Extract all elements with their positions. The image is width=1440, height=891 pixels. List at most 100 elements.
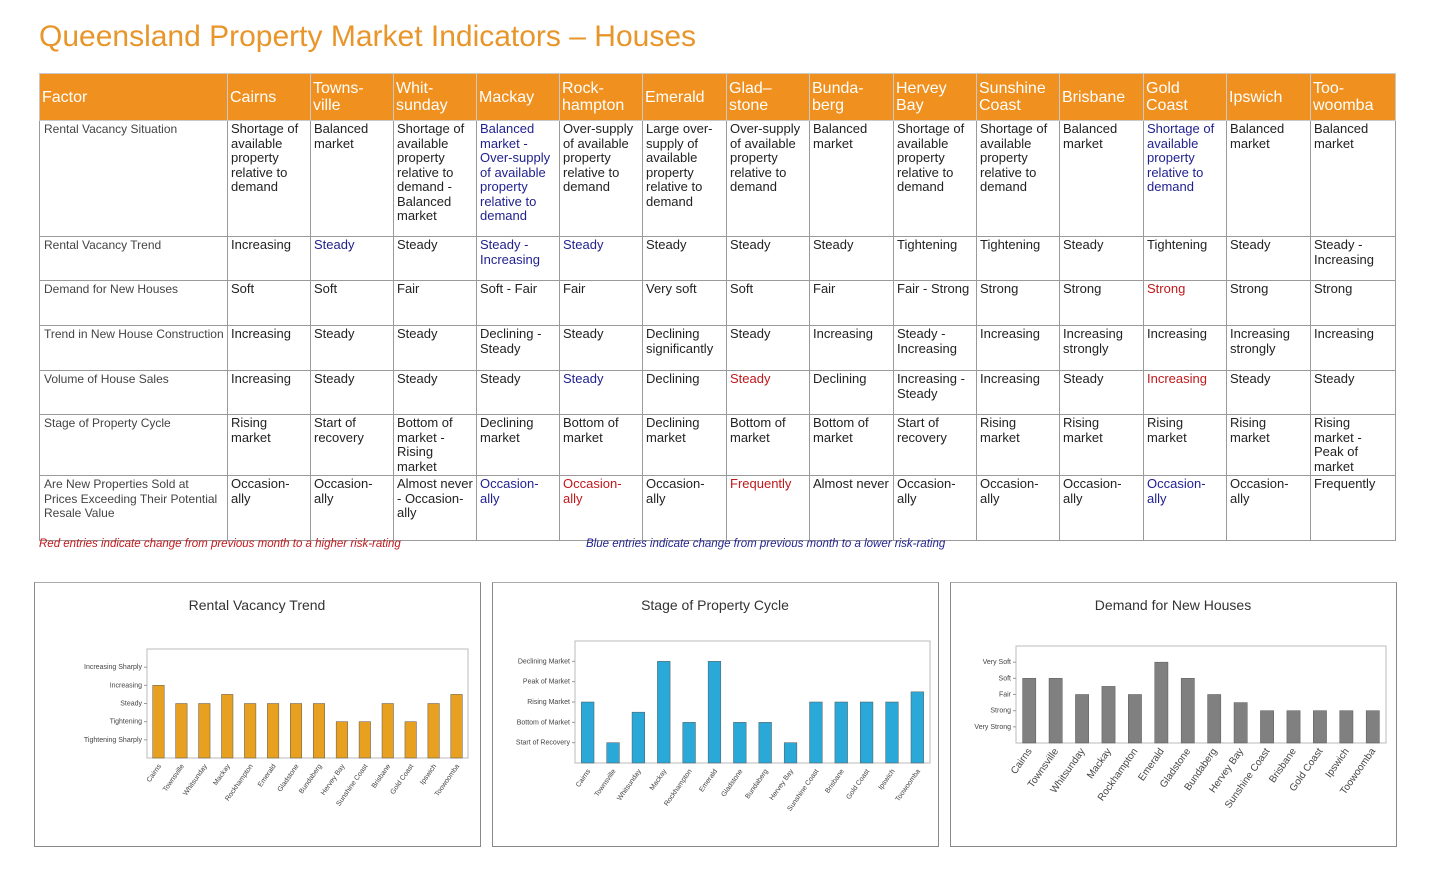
table-row: Demand for New Houses Soft Soft Fair Soft - … — [39, 280, 1396, 326]
y-tick-label: Fair — [999, 692, 1012, 699]
bar — [707, 661, 722, 764]
table-cell: Increasing — [976, 370, 1060, 415]
table-cell: Occasion-ally — [1059, 475, 1144, 541]
bar — [758, 722, 772, 764]
column-header: Sunshine Coast — [976, 73, 1060, 121]
table-cell: Fair — [809, 280, 894, 326]
bar — [1286, 710, 1301, 744]
table-cell: Large over-supply of available property … — [642, 120, 727, 237]
x-tick-label: Toowoomba — [895, 768, 922, 803]
column-header: Too-woomba — [1310, 73, 1396, 121]
y-tick-label: Very Soft — [983, 659, 1011, 666]
table-cell: Declining significantly — [642, 325, 727, 371]
x-tick-label: Ipswich — [419, 763, 438, 786]
chart-panel: Stage of Property Cycle Start of Recovery… — [492, 582, 939, 847]
x-tick-label: Townsville — [594, 768, 618, 798]
x-tick-label: Gladstone — [277, 763, 301, 793]
factor-cell: Are New Properties Sold at Prices Exceed… — [39, 475, 228, 541]
x-tick-label: Gladstone — [720, 768, 744, 798]
table-cell: Steady — [809, 236, 894, 281]
table-cell: Strong — [1310, 280, 1396, 326]
table-cell: Declining — [809, 370, 894, 415]
factor-cell: Volume of House Sales — [39, 370, 228, 415]
column-header: Bunda-berg — [809, 73, 894, 121]
table-cell: Increasing strongly — [1059, 325, 1144, 371]
column-header: Glad–stone — [726, 73, 810, 121]
y-tick-label: Soft — [999, 675, 1012, 682]
table-cell: Shortage of available property relative … — [393, 120, 477, 237]
table-cell: Increasing — [1310, 325, 1396, 371]
table-cell: Steady — [393, 370, 477, 415]
bar — [1128, 694, 1142, 744]
table-cell: Steady — [559, 325, 643, 371]
x-tick-label: Gold Coast — [389, 763, 415, 796]
table-cell: Increasing - Steady — [893, 370, 977, 415]
column-header: Rock-hampton — [559, 73, 643, 121]
x-tick-label: Mackay — [649, 768, 669, 792]
table-cell: Tightening — [976, 236, 1060, 281]
x-tick-label: Hervey Bay — [769, 768, 796, 802]
table-cell: Declining market — [476, 414, 560, 476]
bar — [358, 721, 371, 759]
table-cell: Occasion-ally — [1226, 475, 1311, 541]
header-row: Factor Cairns Towns-ville Whit-sunday Mackay… — [39, 73, 1396, 121]
bar — [427, 703, 440, 759]
table-cell: Steady — [1059, 370, 1144, 415]
column-header: Cairns — [227, 73, 311, 121]
x-tick-label: Ipswich — [1324, 746, 1352, 780]
chart-title: Demand for New Houses — [1095, 597, 1251, 613]
table-cell: Increasing — [227, 236, 311, 281]
bar — [198, 703, 211, 759]
bar — [1101, 686, 1116, 744]
table-cell: Fair — [393, 280, 477, 326]
table-cell: Steady — [310, 370, 394, 415]
table-cell: Increasing — [227, 325, 311, 371]
table-cell: Almost never - Occasion-ally — [393, 475, 477, 541]
table-cell: Fair — [559, 280, 643, 326]
table-cell: Occasion-ally — [976, 475, 1060, 541]
factor-cell: Trend in New House Construction — [39, 325, 228, 371]
table-cell: Strong — [1059, 280, 1144, 326]
table-cell: Declining market — [642, 414, 727, 476]
x-tick-label: Cairns — [146, 763, 164, 784]
table-cell: Steady — [310, 325, 394, 371]
bar — [267, 703, 280, 759]
bar — [606, 742, 620, 764]
table-cell: Steady — [726, 236, 810, 281]
bar — [1313, 710, 1327, 744]
plot-frame — [146, 648, 469, 759]
chart: Demand for New Houses Very Strong Strong Fa… — [974, 597, 1387, 811]
plot-frame — [574, 640, 931, 764]
table-cell: Rising market — [1226, 414, 1311, 476]
bar — [783, 742, 798, 764]
x-tick-label: Brisbane — [824, 768, 846, 795]
table-cell: Declining - Steady — [476, 325, 560, 371]
table-cell: Steady - Increasing — [1310, 236, 1396, 281]
x-tick-label: Toowoomba — [434, 763, 461, 798]
table-cell: Occasion-ally — [642, 475, 727, 541]
table-cell: Steady — [476, 370, 560, 415]
table-cell: Steady - Increasing — [893, 325, 977, 371]
table-cell: Balanced market - Over-supply of availab… — [476, 120, 560, 237]
bar — [657, 661, 671, 764]
table-row: Rental Vacancy Trend Increasing Steady Stea… — [39, 236, 1396, 281]
bar — [682, 722, 696, 764]
table-row: Are New Properties Sold at Prices Exceed… — [39, 475, 1396, 541]
table-cell: Over-supply of available property relati… — [559, 120, 643, 237]
column-header: Whit-sunday — [393, 73, 477, 121]
chart-title: Stage of Property Cycle — [641, 597, 789, 613]
x-tick-label: Gold Coast — [845, 768, 871, 801]
x-tick-label: Whitsunday — [182, 763, 209, 797]
table-cell: Over-supply of available property relati… — [726, 120, 810, 237]
table-cell: Shortage of available property relative … — [976, 120, 1060, 237]
column-header: Factor — [39, 73, 228, 121]
table-cell: Frequently — [726, 475, 810, 541]
x-tick-label: Cairns — [575, 768, 593, 789]
y-tick-label: Increasing — [110, 682, 142, 689]
bar — [1339, 710, 1354, 744]
x-tick-label: Townsville — [162, 763, 186, 793]
bar — [335, 721, 348, 759]
y-tick-label: Rising Market — [527, 699, 570, 706]
bar — [152, 685, 165, 759]
